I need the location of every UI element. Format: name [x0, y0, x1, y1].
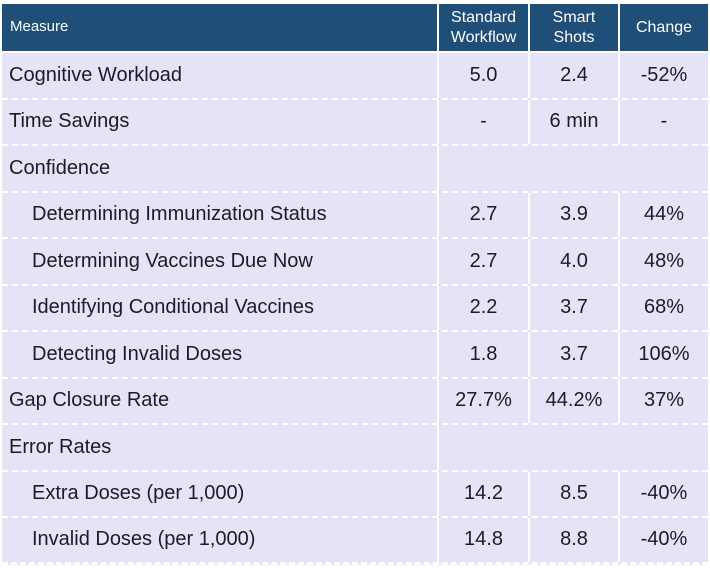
- table-row-determining-immunization-status: Determining Immunization Status 2.7 3.9 …: [2, 192, 708, 239]
- change-cell: -40%: [618, 518, 708, 562]
- measure-cell: Gap Closure Rate: [9, 389, 170, 412]
- measure-cell: Extra Doses (per 1,000): [32, 482, 245, 505]
- change-cell: -40%: [618, 471, 708, 516]
- standard-workflow-cell: 5.0: [437, 53, 528, 98]
- table-row-error-rates-section: Error Rates: [2, 425, 708, 472]
- merged-empty-cell: [437, 425, 708, 470]
- table-row-confidence-section: Confidence: [2, 146, 708, 193]
- merged-empty-cell: [437, 146, 708, 191]
- smart-shots-cell: 8.5: [528, 471, 618, 516]
- measure-cell: Determining Vaccines Due Now: [32, 249, 313, 272]
- table-row-detecting-invalid-doses: Detecting Invalid Doses 1.8 3.7 106%: [2, 332, 708, 379]
- standard-workflow-cell: 2.2: [437, 285, 528, 330]
- table-row-identifying-conditional-vaccines: Identifying Conditional Vaccines 2.2 3.7…: [2, 285, 708, 332]
- change-cell: 44%: [618, 192, 708, 237]
- smart-shots-cell: 3.9: [528, 192, 618, 237]
- header-measure: Measure: [10, 18, 69, 36]
- change-cell: -: [618, 99, 708, 144]
- smart-shots-cell: 3.7: [528, 285, 618, 330]
- measure-cell: Determining Immunization Status: [32, 203, 327, 226]
- table-row-gap-closure-rate: Gap Closure Rate 27.7% 44.2% 37%: [2, 378, 708, 425]
- standard-workflow-cell: 1.8: [437, 332, 528, 377]
- table-row-determining-vaccines-due-now: Determining Vaccines Due Now 2.7 4.0 48%: [2, 239, 708, 286]
- change-cell: 106%: [618, 332, 708, 377]
- standard-workflow-cell: 2.7: [437, 239, 528, 284]
- change-cell: 48%: [618, 239, 708, 284]
- header-smart-shots: Smart Shots: [528, 4, 618, 51]
- standard-workflow-cell: -: [437, 99, 528, 144]
- smart-shots-cell: 8.8: [528, 518, 618, 562]
- measure-cell: Cognitive Workload: [9, 63, 183, 86]
- change-cell: -52%: [618, 53, 708, 98]
- standard-workflow-cell: 27.7%: [437, 378, 528, 423]
- smart-shots-cell: 6 min: [528, 99, 618, 144]
- table-row-extra-doses: Extra Doses (per 1,000) 14.2 8.5 -40%: [2, 471, 708, 518]
- smart-shots-cell: 2.4: [528, 53, 618, 98]
- measure-cell: Identifying Conditional Vaccines: [32, 296, 315, 319]
- header-standard-workflow: Standard Workflow: [437, 4, 528, 51]
- table-row-invalid-doses: Invalid Doses (per 1,000) 14.8 8.8 -40%: [2, 518, 708, 565]
- table-row-cognitive-workload: Cognitive Workload 5.0 2.4 -52%: [2, 53, 708, 100]
- table-header-row: Measure Standard Workflow Smart Shots Ch…: [2, 4, 708, 53]
- header-change: Change: [618, 4, 708, 51]
- change-cell: 37%: [618, 378, 708, 423]
- change-cell: 68%: [618, 285, 708, 330]
- measure-cell: Detecting Invalid Doses: [32, 342, 243, 365]
- results-table: Measure Standard Workflow Smart Shots Ch…: [2, 4, 708, 565]
- smart-shots-cell: 4.0: [528, 239, 618, 284]
- standard-workflow-cell: 14.2: [437, 471, 528, 516]
- smart-shots-cell: 44.2%: [528, 378, 618, 423]
- standard-workflow-cell: 2.7: [437, 192, 528, 237]
- table-row-time-savings: Time Savings - 6 min -: [2, 99, 708, 146]
- section-label: Confidence: [9, 156, 111, 179]
- measure-cell: Time Savings: [9, 110, 130, 133]
- smart-shots-cell: 3.7: [528, 332, 618, 377]
- standard-workflow-cell: 14.8: [437, 518, 528, 562]
- measure-cell: Invalid Doses (per 1,000): [32, 528, 256, 551]
- section-label: Error Rates: [9, 435, 112, 458]
